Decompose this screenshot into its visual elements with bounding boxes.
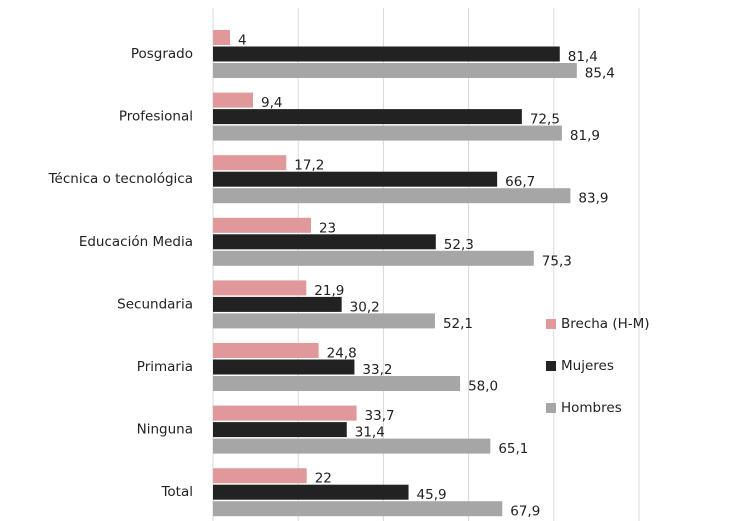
bar — [213, 405, 357, 421]
bar — [213, 280, 307, 296]
category-label: Primaria — [137, 359, 193, 375]
bar — [213, 109, 522, 125]
value-label: 4 — [238, 33, 247, 49]
value-label: 85,4 — [585, 66, 615, 82]
value-label: 21,9 — [314, 283, 344, 299]
bar — [213, 422, 347, 438]
value-label: 67,9 — [510, 504, 540, 520]
bar — [213, 171, 498, 187]
value-label: 65,1 — [498, 441, 528, 457]
value-label: 75,3 — [542, 253, 572, 269]
bar — [213, 468, 307, 484]
bar — [213, 438, 491, 454]
bar — [213, 188, 571, 204]
bar — [213, 30, 231, 45]
category-label: Secundaria — [117, 296, 193, 312]
category-label: Técnica o tecnológica — [48, 171, 193, 187]
value-label: 9,4 — [261, 95, 282, 111]
legend-label: Mujeres — [561, 358, 614, 374]
category-label: Posgrado — [131, 46, 193, 62]
value-label: 30,2 — [350, 299, 380, 315]
legend-swatch — [546, 361, 556, 371]
legend-swatch — [546, 403, 556, 413]
value-label: 33,7 — [365, 408, 395, 424]
bar — [213, 313, 435, 329]
bar — [213, 484, 409, 500]
bar — [213, 501, 503, 517]
category-label: Educación Media — [79, 234, 193, 250]
legend-label: Hombres — [561, 400, 622, 416]
legend-swatch — [546, 319, 556, 329]
bar — [213, 125, 562, 141]
value-label: 33,2 — [362, 362, 392, 378]
category-label: Ninguna — [137, 422, 193, 438]
value-label: 81,9 — [570, 128, 600, 144]
value-label: 52,1 — [443, 316, 473, 332]
bar — [213, 155, 287, 171]
value-label: 81,4 — [568, 49, 598, 65]
legend-label: Brecha (H-M) — [561, 316, 650, 332]
bar — [213, 343, 319, 358]
value-label: 45,9 — [417, 487, 447, 503]
value-label: 66,7 — [505, 174, 535, 190]
bar — [213, 376, 461, 391]
bar — [213, 46, 560, 62]
value-label: 23 — [319, 220, 336, 236]
category-label: Profesional — [119, 109, 193, 125]
bar — [213, 63, 577, 78]
bar — [213, 217, 311, 233]
value-label: 58,0 — [468, 379, 498, 395]
value-label: 52,3 — [444, 237, 474, 253]
bar — [213, 92, 254, 108]
value-label: 31,4 — [355, 425, 385, 441]
bar — [213, 359, 355, 375]
category-label: Total — [160, 484, 193, 500]
value-label: 24,8 — [327, 346, 357, 362]
bar — [213, 296, 342, 312]
value-label: 22 — [315, 471, 332, 487]
value-label: 83,9 — [578, 191, 608, 207]
bar — [213, 250, 534, 266]
value-label: 72,5 — [530, 112, 560, 128]
value-label: 17,2 — [294, 158, 324, 174]
bar — [213, 234, 436, 250]
